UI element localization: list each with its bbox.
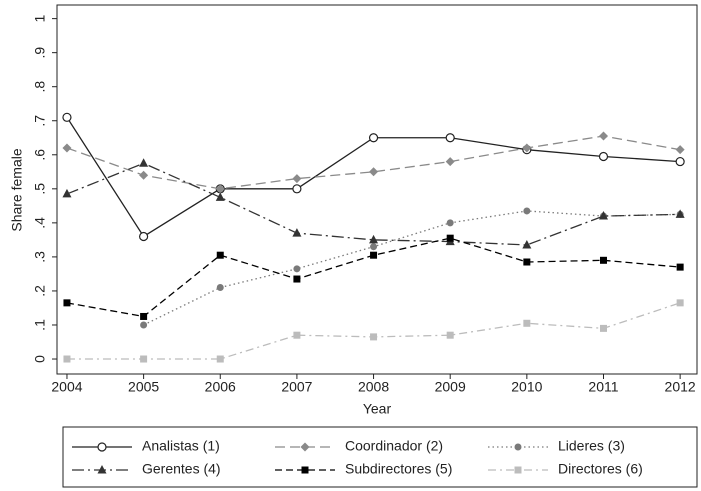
legend-marker	[301, 466, 309, 474]
y-tick-label: .1	[32, 319, 48, 331]
marker	[369, 167, 379, 177]
marker	[446, 331, 454, 339]
legend-label: Coordinador (2)	[345, 438, 443, 454]
legend-marker	[514, 466, 522, 474]
marker	[140, 321, 148, 329]
marker	[216, 284, 224, 292]
y-tick-label: 0	[32, 355, 48, 363]
marker	[599, 324, 607, 332]
marker	[216, 355, 224, 363]
plot-frame	[56, 4, 698, 375]
x-tick-label: 2011	[588, 379, 618, 395]
marker	[140, 312, 148, 320]
marker	[675, 145, 685, 155]
marker	[676, 263, 684, 271]
marker	[675, 156, 685, 167]
marker	[369, 234, 379, 244]
marker	[293, 275, 301, 283]
marker	[598, 211, 608, 220]
y-tick-label: .2	[32, 285, 48, 297]
marker	[522, 239, 532, 249]
marker	[598, 131, 608, 141]
y-tick-label: .9	[32, 47, 48, 59]
x-tick-label: 2006	[205, 379, 236, 395]
marker	[292, 184, 302, 194]
marker	[523, 258, 531, 266]
series-line	[66, 302, 681, 360]
y-axis-label: Share female	[9, 148, 25, 231]
marker	[446, 234, 454, 242]
y-tick-label: .6	[32, 149, 48, 161]
marker	[216, 251, 224, 259]
marker	[140, 355, 148, 363]
marker	[62, 112, 72, 122]
legend-label: Analistas (1)	[142, 438, 220, 454]
series-line	[66, 135, 681, 190]
marker	[446, 219, 454, 227]
x-tick-label: 2009	[435, 379, 466, 395]
legend-box	[62, 426, 698, 488]
marker	[63, 355, 71, 363]
marker	[63, 299, 71, 307]
marker	[599, 256, 607, 264]
marker	[139, 170, 149, 180]
x-tick-label: 2004	[51, 379, 82, 395]
marker	[293, 265, 301, 273]
marker	[676, 299, 684, 307]
y-tick-label: .8	[32, 81, 48, 93]
marker	[139, 231, 149, 242]
marker	[598, 151, 609, 162]
legend-marker	[514, 443, 522, 451]
x-axis-label: Year	[363, 401, 392, 417]
y-tick-label: .7	[32, 115, 48, 127]
y-tick-label: .4	[32, 217, 48, 229]
x-tick-label: 2010	[511, 379, 542, 395]
marker	[139, 158, 149, 167]
marker	[293, 331, 301, 339]
marker	[522, 143, 532, 153]
marker	[523, 319, 531, 327]
legend-label: Gerentes (4)	[142, 461, 221, 477]
legend-marker	[300, 442, 310, 452]
marker	[215, 192, 225, 201]
x-tick-label: 2005	[128, 379, 159, 395]
marker	[292, 228, 302, 237]
y-tick-label: .5	[32, 183, 48, 195]
legend-marker	[97, 442, 107, 452]
marker	[368, 133, 379, 143]
x-tick-label: 2008	[358, 379, 389, 395]
marker	[675, 209, 685, 218]
marker	[370, 251, 378, 259]
series-line	[143, 210, 681, 326]
legend-label: Subdirectores (5)	[345, 461, 452, 477]
marker	[62, 188, 72, 198]
legend-label: Directores (6)	[558, 461, 643, 477]
marker	[370, 333, 378, 341]
x-tick-label: 2007	[281, 379, 312, 395]
x-tick-label: 2012	[665, 379, 696, 395]
marker	[445, 133, 455, 143]
y-tick-label: .3	[32, 251, 48, 263]
y-tick-label: 1	[32, 15, 48, 23]
marker	[292, 174, 302, 184]
marker	[62, 143, 72, 153]
marker	[215, 184, 225, 194]
marker	[445, 157, 455, 167]
legend-label: Lideres (3)	[558, 438, 625, 454]
legend-marker	[97, 465, 107, 474]
series-line	[66, 162, 681, 246]
marker	[370, 243, 378, 251]
marker	[523, 207, 531, 215]
